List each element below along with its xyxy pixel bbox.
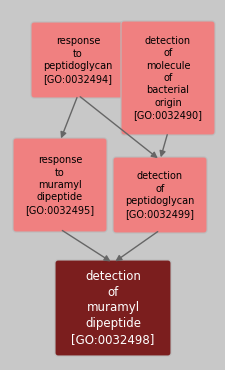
FancyBboxPatch shape — [120, 21, 214, 135]
Text: response
to
peptidoglycan
[GO:0032494]: response to peptidoglycan [GO:0032494] — [43, 36, 112, 84]
FancyBboxPatch shape — [13, 138, 106, 232]
Text: detection
of
muramyl
dipeptide
[GO:0032498]: detection of muramyl dipeptide [GO:00324… — [71, 269, 154, 346]
FancyBboxPatch shape — [31, 22, 124, 98]
Text: response
to
muramyl
dipeptide
[GO:0032495]: response to muramyl dipeptide [GO:003249… — [25, 155, 94, 215]
Text: detection
of
peptidoglycan
[GO:0032499]: detection of peptidoglycan [GO:0032499] — [125, 171, 194, 219]
FancyBboxPatch shape — [112, 157, 206, 233]
Text: detection
of
molecule
of
bacterial
origin
[GO:0032490]: detection of molecule of bacterial origi… — [133, 36, 202, 120]
FancyBboxPatch shape — [55, 260, 170, 356]
